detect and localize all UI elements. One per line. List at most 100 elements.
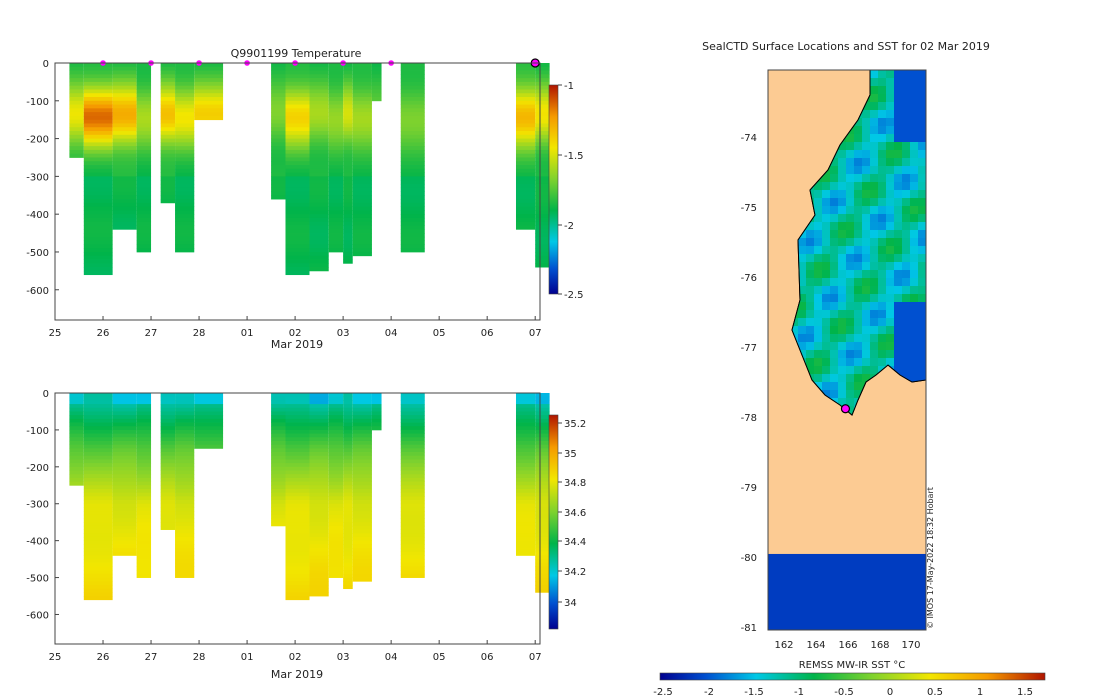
temperature-cell: [535, 259, 550, 264]
temperature-cell: [535, 85, 550, 90]
temperature-cell: [343, 97, 353, 102]
sst-cell: [910, 286, 918, 294]
salinity-cell: [285, 474, 310, 479]
sst-cell: [838, 190, 846, 198]
temperature-cell: [160, 78, 176, 83]
salinity-cell: [535, 533, 550, 538]
sst-cell: [846, 398, 854, 406]
sst-cell: [894, 350, 902, 358]
sst-cell: [854, 262, 862, 270]
temperature-cell: [136, 149, 152, 155]
sst-cell: [854, 318, 862, 326]
temperature-cell: [136, 112, 152, 117]
salinity-cell: [160, 470, 176, 475]
temperature-cell: [309, 108, 329, 113]
salinity-cell: [309, 581, 329, 586]
temperature-cell: [136, 89, 152, 94]
temperature-x-axis: 25 26 27 28 01 02 03 04 05 06 07: [49, 316, 542, 339]
sst-cell: [886, 222, 894, 230]
temperature-title: Q9901199 Temperature: [231, 47, 362, 60]
temperature-cell: [271, 134, 286, 139]
sst-cell: [854, 230, 862, 238]
sst-cell: [910, 142, 918, 150]
temperature-cell: [285, 259, 310, 264]
temperature-cell: [535, 199, 550, 204]
temperature-cell: [352, 74, 372, 79]
temperature-cell: [285, 119, 310, 124]
salinity-x-tick-label: 26: [97, 652, 110, 663]
sst-cell: [878, 334, 886, 342]
temperature-cell: [535, 168, 550, 174]
sst-cell: [814, 310, 822, 318]
sst-cell: [886, 70, 894, 78]
salinity-cell: [69, 396, 84, 401]
salinity-cell: [83, 429, 113, 435]
temperature-cell: [136, 74, 152, 79]
temperature-cell: [328, 66, 344, 71]
sst-cell: [862, 206, 870, 214]
sst-cell: [854, 358, 862, 366]
salinity-cell: [343, 518, 353, 523]
sst-cell: [838, 222, 846, 230]
temperature-cell: [535, 70, 550, 75]
temperature-cell: [83, 161, 113, 166]
temperature-cell: [328, 165, 344, 170]
salinity-cell: [343, 485, 353, 490]
temperature-cell: [160, 104, 176, 109]
salinity-cell: [83, 570, 113, 575]
salinity-cell: [271, 396, 286, 401]
temperature-cell: [112, 168, 137, 174]
salinity-cell: [175, 533, 195, 538]
salinity-cell: [285, 455, 310, 460]
temperature-cell: [285, 134, 310, 139]
salinity-cell: [343, 562, 353, 567]
temperature-cell: [309, 244, 329, 249]
temperature-cell: [69, 63, 84, 68]
salinity-cell: [160, 444, 176, 449]
temperature-cell: [83, 138, 113, 143]
salinity-cell: [112, 404, 137, 409]
salinity-cell: [343, 481, 353, 486]
sst-cell: [846, 142, 854, 150]
temperature-cell: [343, 63, 353, 68]
sst-cell: [902, 222, 910, 230]
salinity-cell: [535, 577, 550, 582]
salinity-cell: [343, 488, 353, 494]
salinity-cell: [515, 536, 536, 542]
temperature-cell: [136, 157, 152, 162]
lat-tick-label: -78: [741, 413, 757, 424]
salinity-colorbar-tick-label: 34.2: [564, 567, 586, 578]
salinity-cell: [83, 396, 113, 401]
salinity-cell: [112, 411, 137, 416]
sst-cell: [870, 230, 878, 238]
salinity-cell: [160, 485, 176, 490]
temperature-cell: [515, 93, 536, 98]
temperature-cell: [136, 210, 152, 215]
temperature-cell: [160, 85, 176, 90]
sst-cell: [846, 150, 854, 158]
sst-cell: [862, 350, 870, 358]
sst-cell: [822, 214, 830, 222]
salinity-cell: [328, 426, 344, 431]
salinity-cell: [285, 551, 310, 556]
temperature-cell: [112, 108, 137, 113]
temperature-cell: [285, 161, 310, 166]
sst-cell: [806, 318, 814, 326]
salinity-cell: [112, 522, 137, 527]
temperature-cell: [112, 187, 137, 192]
salinity-cell: [83, 470, 113, 475]
salinity-cell: [343, 492, 353, 497]
temperature-cell: [271, 180, 286, 185]
salinity-cell: [328, 518, 344, 523]
salinity-cell: [83, 496, 113, 501]
salinity-cell: [83, 459, 113, 464]
sst-cell: [838, 142, 846, 150]
salinity-cell: [136, 481, 152, 486]
temperature-x-tick-label: 06: [481, 328, 494, 339]
sst-cell: [902, 214, 910, 222]
sst-cell: [894, 118, 902, 126]
sst-cell: [822, 230, 830, 238]
sst-cell: [838, 374, 846, 382]
sst-cell: [814, 278, 822, 286]
salinity-cell: [535, 584, 550, 590]
